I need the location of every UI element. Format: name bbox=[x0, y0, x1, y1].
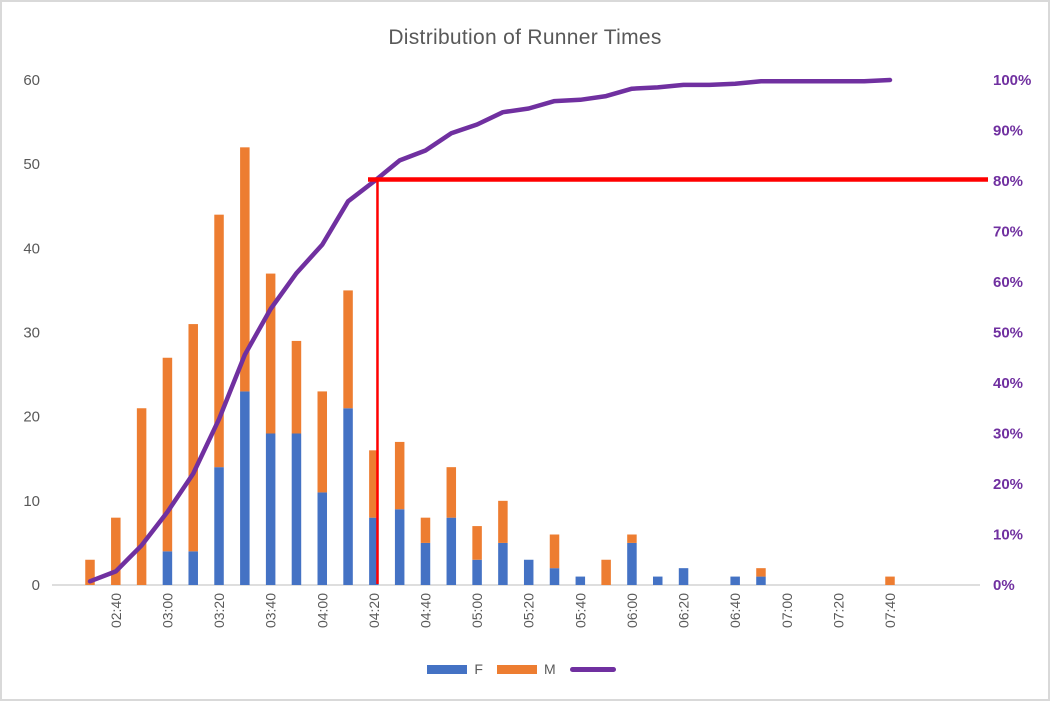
right-axis-tick: 40% bbox=[993, 375, 1023, 392]
legend-item-cumulative bbox=[569, 666, 623, 672]
left-axis-tick: 10 bbox=[23, 493, 40, 510]
legend-swatch-cumulative-line bbox=[569, 666, 616, 672]
right-axis-tick: 20% bbox=[993, 476, 1023, 493]
bar-m-06:00 bbox=[627, 534, 637, 543]
bar-f-04:40 bbox=[420, 542, 431, 585]
legend-swatch-f bbox=[427, 664, 468, 674]
legend: F M bbox=[2, 661, 1048, 677]
bar-m-03:50 bbox=[291, 340, 302, 434]
bar-f-03:20 bbox=[214, 467, 224, 585]
bar-m-02:50 bbox=[136, 408, 147, 585]
right-axis-tick: 10% bbox=[993, 527, 1023, 544]
x-axis-tick: 07:40 bbox=[882, 593, 898, 628]
left-axis-tick: 40 bbox=[23, 240, 40, 257]
bar-m-07:40 bbox=[885, 576, 895, 585]
x-axis-tick: 04:20 bbox=[366, 593, 382, 628]
bar-m-05:50 bbox=[601, 559, 611, 585]
bar-m-05:10 bbox=[498, 500, 508, 543]
bar-f-05:20 bbox=[523, 559, 534, 585]
bar-f-04:20 bbox=[369, 517, 379, 585]
x-axis-tick: 03:20 bbox=[211, 593, 227, 628]
bar-f-06:50 bbox=[756, 576, 766, 585]
x-axis-tick: 07:20 bbox=[830, 593, 846, 628]
bar-f-05:40 bbox=[575, 576, 586, 585]
x-axis-tick: 05:40 bbox=[572, 593, 588, 628]
bar-f-04:50 bbox=[446, 517, 457, 585]
bar-f-05:30 bbox=[549, 568, 560, 585]
right-axis-tick: 0% bbox=[993, 577, 1015, 594]
legend-label-m: M bbox=[543, 661, 556, 677]
x-axis-tick: 05:00 bbox=[469, 593, 485, 628]
bar-f-06:00 bbox=[627, 542, 637, 585]
legend-item-m: M bbox=[496, 661, 556, 677]
bar-f-04:00 bbox=[317, 492, 328, 585]
right-axis-tick: 30% bbox=[993, 426, 1023, 443]
bar-m-05:30 bbox=[549, 534, 560, 569]
bar-m-04:00 bbox=[317, 391, 328, 493]
chart-title: Distribution of Runner Times bbox=[388, 26, 662, 49]
bar-f-04:10 bbox=[343, 408, 353, 585]
bar-f-06:20 bbox=[678, 568, 689, 585]
bar-f-05:00 bbox=[472, 559, 482, 585]
bar-f-03:00 bbox=[162, 551, 173, 585]
legend-item-f: F bbox=[427, 661, 483, 677]
bar-m-03:30 bbox=[240, 147, 250, 392]
bar-m-04:20 bbox=[369, 450, 379, 518]
left-axis-tick: 20 bbox=[23, 409, 40, 426]
x-axis-tick: 04:00 bbox=[314, 593, 330, 628]
bar-m-02:40 bbox=[111, 517, 121, 585]
bar-m-03:00 bbox=[162, 357, 173, 552]
x-axis-tick: 04:40 bbox=[417, 593, 433, 628]
bar-f-05:10 bbox=[498, 542, 508, 585]
cumulative-line bbox=[87, 77, 893, 584]
legend-swatch-m bbox=[496, 664, 537, 674]
right-axis-tick: 70% bbox=[993, 224, 1023, 241]
x-axis-tick: 06:00 bbox=[624, 593, 640, 628]
bar-f-04:30 bbox=[394, 509, 405, 585]
bar-m-04:10 bbox=[343, 290, 353, 409]
right-axis-tick: 100% bbox=[993, 72, 1031, 89]
bar-m-03:10 bbox=[188, 324, 198, 552]
x-axis-tick: 03:40 bbox=[263, 593, 279, 628]
bar-m-03:40 bbox=[265, 273, 276, 434]
right-axis-tick: 80% bbox=[993, 173, 1023, 190]
bar-f-06:10 bbox=[652, 576, 663, 585]
x-axis-tick: 02:40 bbox=[108, 593, 124, 628]
legend-label-f: F bbox=[474, 661, 483, 677]
bar-m-04:30 bbox=[394, 441, 405, 510]
bar-m-06:50 bbox=[756, 568, 766, 577]
x-axis-tick: 03:00 bbox=[159, 593, 175, 628]
left-axis-tick: 30 bbox=[23, 325, 40, 342]
bar-m-04:50 bbox=[446, 467, 457, 518]
bar-m-03:20 bbox=[214, 214, 224, 468]
bar-m-04:40 bbox=[420, 517, 431, 543]
right-axis-tick: 60% bbox=[993, 274, 1023, 291]
x-axis-tick: 06:20 bbox=[676, 593, 692, 628]
bar-m-05:00 bbox=[472, 526, 482, 560]
left-axis-tick: 50 bbox=[23, 156, 40, 173]
x-axis-tick: 07:00 bbox=[779, 593, 795, 628]
bar-f-06:40 bbox=[730, 576, 740, 585]
bar-m-02:30 bbox=[85, 559, 95, 585]
bar-f-03:50 bbox=[291, 433, 302, 585]
x-axis-tick: 05:20 bbox=[521, 593, 537, 628]
x-axis-tick: 06:40 bbox=[727, 593, 743, 628]
bar-f-03:10 bbox=[188, 551, 198, 585]
left-axis-tick: 60 bbox=[23, 72, 40, 89]
left-axis-tick: 0 bbox=[32, 577, 40, 594]
right-axis-tick: 90% bbox=[993, 123, 1023, 140]
bar-f-03:30 bbox=[240, 391, 250, 585]
bar-f-03:40 bbox=[265, 433, 276, 585]
right-axis-tick: 50% bbox=[993, 325, 1023, 342]
